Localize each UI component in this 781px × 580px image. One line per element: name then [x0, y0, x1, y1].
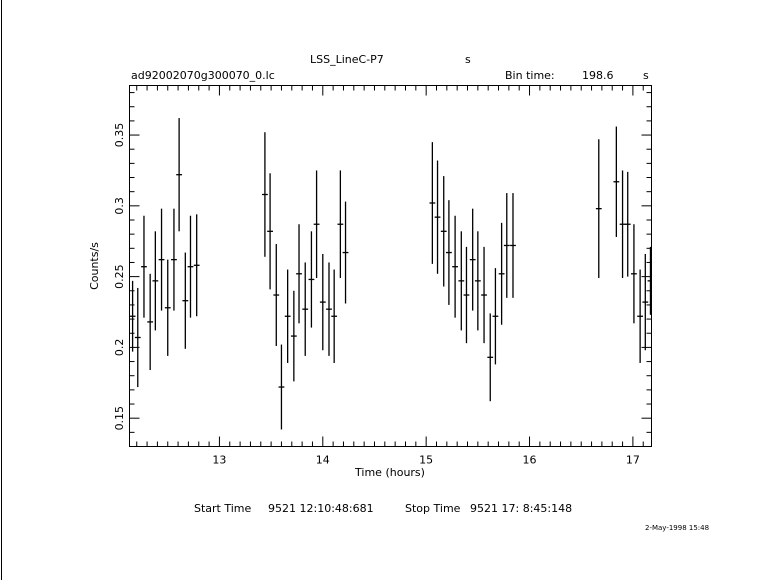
data-point [164, 259, 171, 356]
data-point [440, 176, 447, 287]
data-point [176, 118, 183, 232]
chart-title-unit: s [465, 53, 471, 66]
file-name: ad92002070g300070_0.lc [131, 69, 275, 82]
x-tick-label: 17 [626, 454, 640, 467]
data-point [267, 173, 273, 290]
data-point [474, 231, 481, 331]
stop-time-value: 9521 17: 8:45:148 [470, 502, 572, 515]
data-point [313, 170, 320, 279]
start-time-label: Start Time [194, 502, 252, 515]
data-point [463, 246, 470, 344]
x-axis-ticks [136, 85, 644, 447]
data-point [631, 224, 637, 324]
data-point [302, 262, 309, 356]
data-point [273, 244, 280, 346]
data-point [446, 200, 452, 305]
x-tick-label: 13 [212, 454, 226, 467]
data-point [647, 246, 652, 315]
y-tick-label: 0.3 [113, 197, 126, 215]
data-point [642, 253, 649, 351]
start-time-value: 9521 12:10:48:681 [268, 502, 374, 515]
data-point [337, 170, 344, 279]
data-point [637, 269, 644, 363]
bin-time-label: Bin time: [505, 69, 555, 82]
y-tick-label: 0.35 [113, 123, 126, 148]
bin-time-unit: s [643, 69, 649, 82]
data-point [147, 273, 154, 371]
chart-title: LSS_LineC-P7 [310, 53, 384, 66]
data-point [284, 269, 291, 363]
data-point [134, 287, 141, 388]
data-point [452, 215, 458, 318]
y-tick-label: 0.15 [113, 406, 126, 431]
data-point [434, 160, 441, 274]
data-point [469, 208, 476, 311]
data-points [129, 118, 652, 430]
data-point [193, 214, 200, 317]
data-point [458, 231, 465, 331]
data-point [503, 193, 510, 298]
y-axis-tick-labels: 0.15 0.2 0.25 0.3 0.35 [113, 123, 126, 431]
data-point [624, 171, 631, 277]
data-point [481, 246, 487, 344]
data-point [182, 252, 189, 349]
stop-time-label: Stop Time [405, 502, 461, 515]
data-point [262, 132, 268, 257]
y-tick-label: 0.25 [113, 264, 126, 289]
data-point [319, 253, 326, 351]
data-point [290, 290, 297, 382]
data-point [492, 268, 499, 365]
y-axis-label: Counts/s [88, 242, 101, 290]
y-axis-ticks [129, 92, 652, 447]
x-tick-label: 15 [419, 454, 433, 467]
data-point [342, 201, 349, 304]
y-tick-label: 0.2 [113, 339, 126, 357]
bin-time-value: 198.6 [582, 69, 614, 82]
plot-date-stamp: 2-May-1998 15:48 [645, 524, 709, 532]
data-point [326, 262, 332, 356]
x-axis-tick-labels: 13 14 15 16 17 [212, 454, 639, 467]
data-point [152, 231, 159, 331]
data-point [158, 208, 165, 311]
x-axis-label: Time (hours) [354, 466, 425, 479]
data-point [308, 231, 315, 328]
data-point [129, 280, 136, 352]
data-point [141, 215, 147, 318]
data-point [487, 313, 494, 402]
plot-frame [129, 85, 652, 447]
data-point [331, 269, 338, 363]
data-point [278, 344, 285, 430]
x-tick-label: 16 [523, 454, 537, 467]
data-point [429, 142, 436, 264]
data-point [613, 126, 620, 237]
data-point [498, 222, 505, 325]
data-point [595, 139, 602, 279]
x-tick-label: 14 [316, 454, 330, 467]
data-point [296, 224, 302, 324]
data-point [187, 215, 194, 318]
data-point [619, 170, 626, 279]
data-point [510, 193, 516, 298]
data-point [171, 208, 177, 311]
